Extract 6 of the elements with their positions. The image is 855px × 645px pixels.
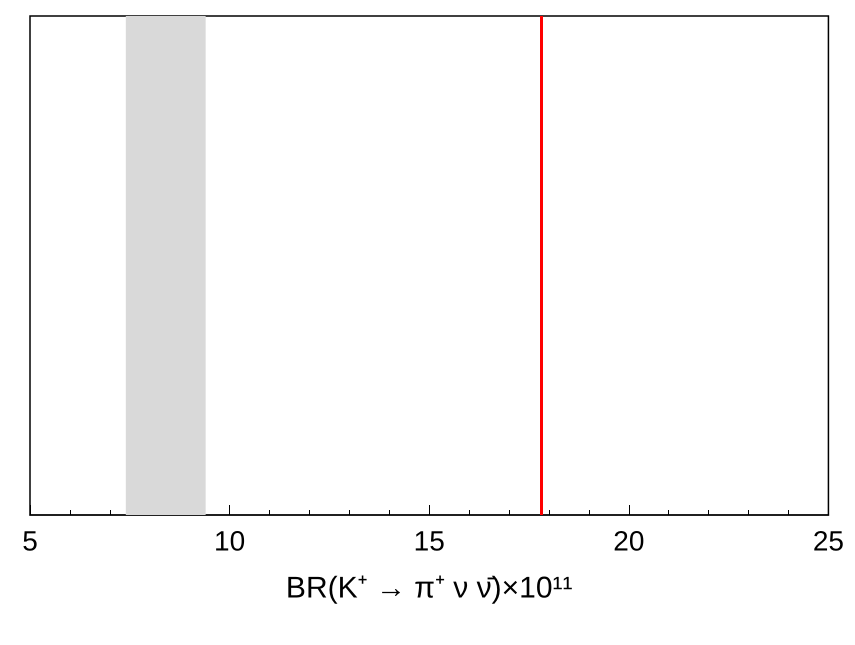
x-tick-label: 10 [214, 526, 246, 556]
x-tick-label: 25 [812, 526, 844, 556]
x-axis-title: BR(K⁺ → π⁺ ν ν̄)×10¹¹ [286, 572, 573, 604]
x-tick-label: 15 [414, 526, 445, 556]
x-tick-label: 20 [613, 526, 644, 556]
x-tick-label: 5 [22, 526, 38, 556]
